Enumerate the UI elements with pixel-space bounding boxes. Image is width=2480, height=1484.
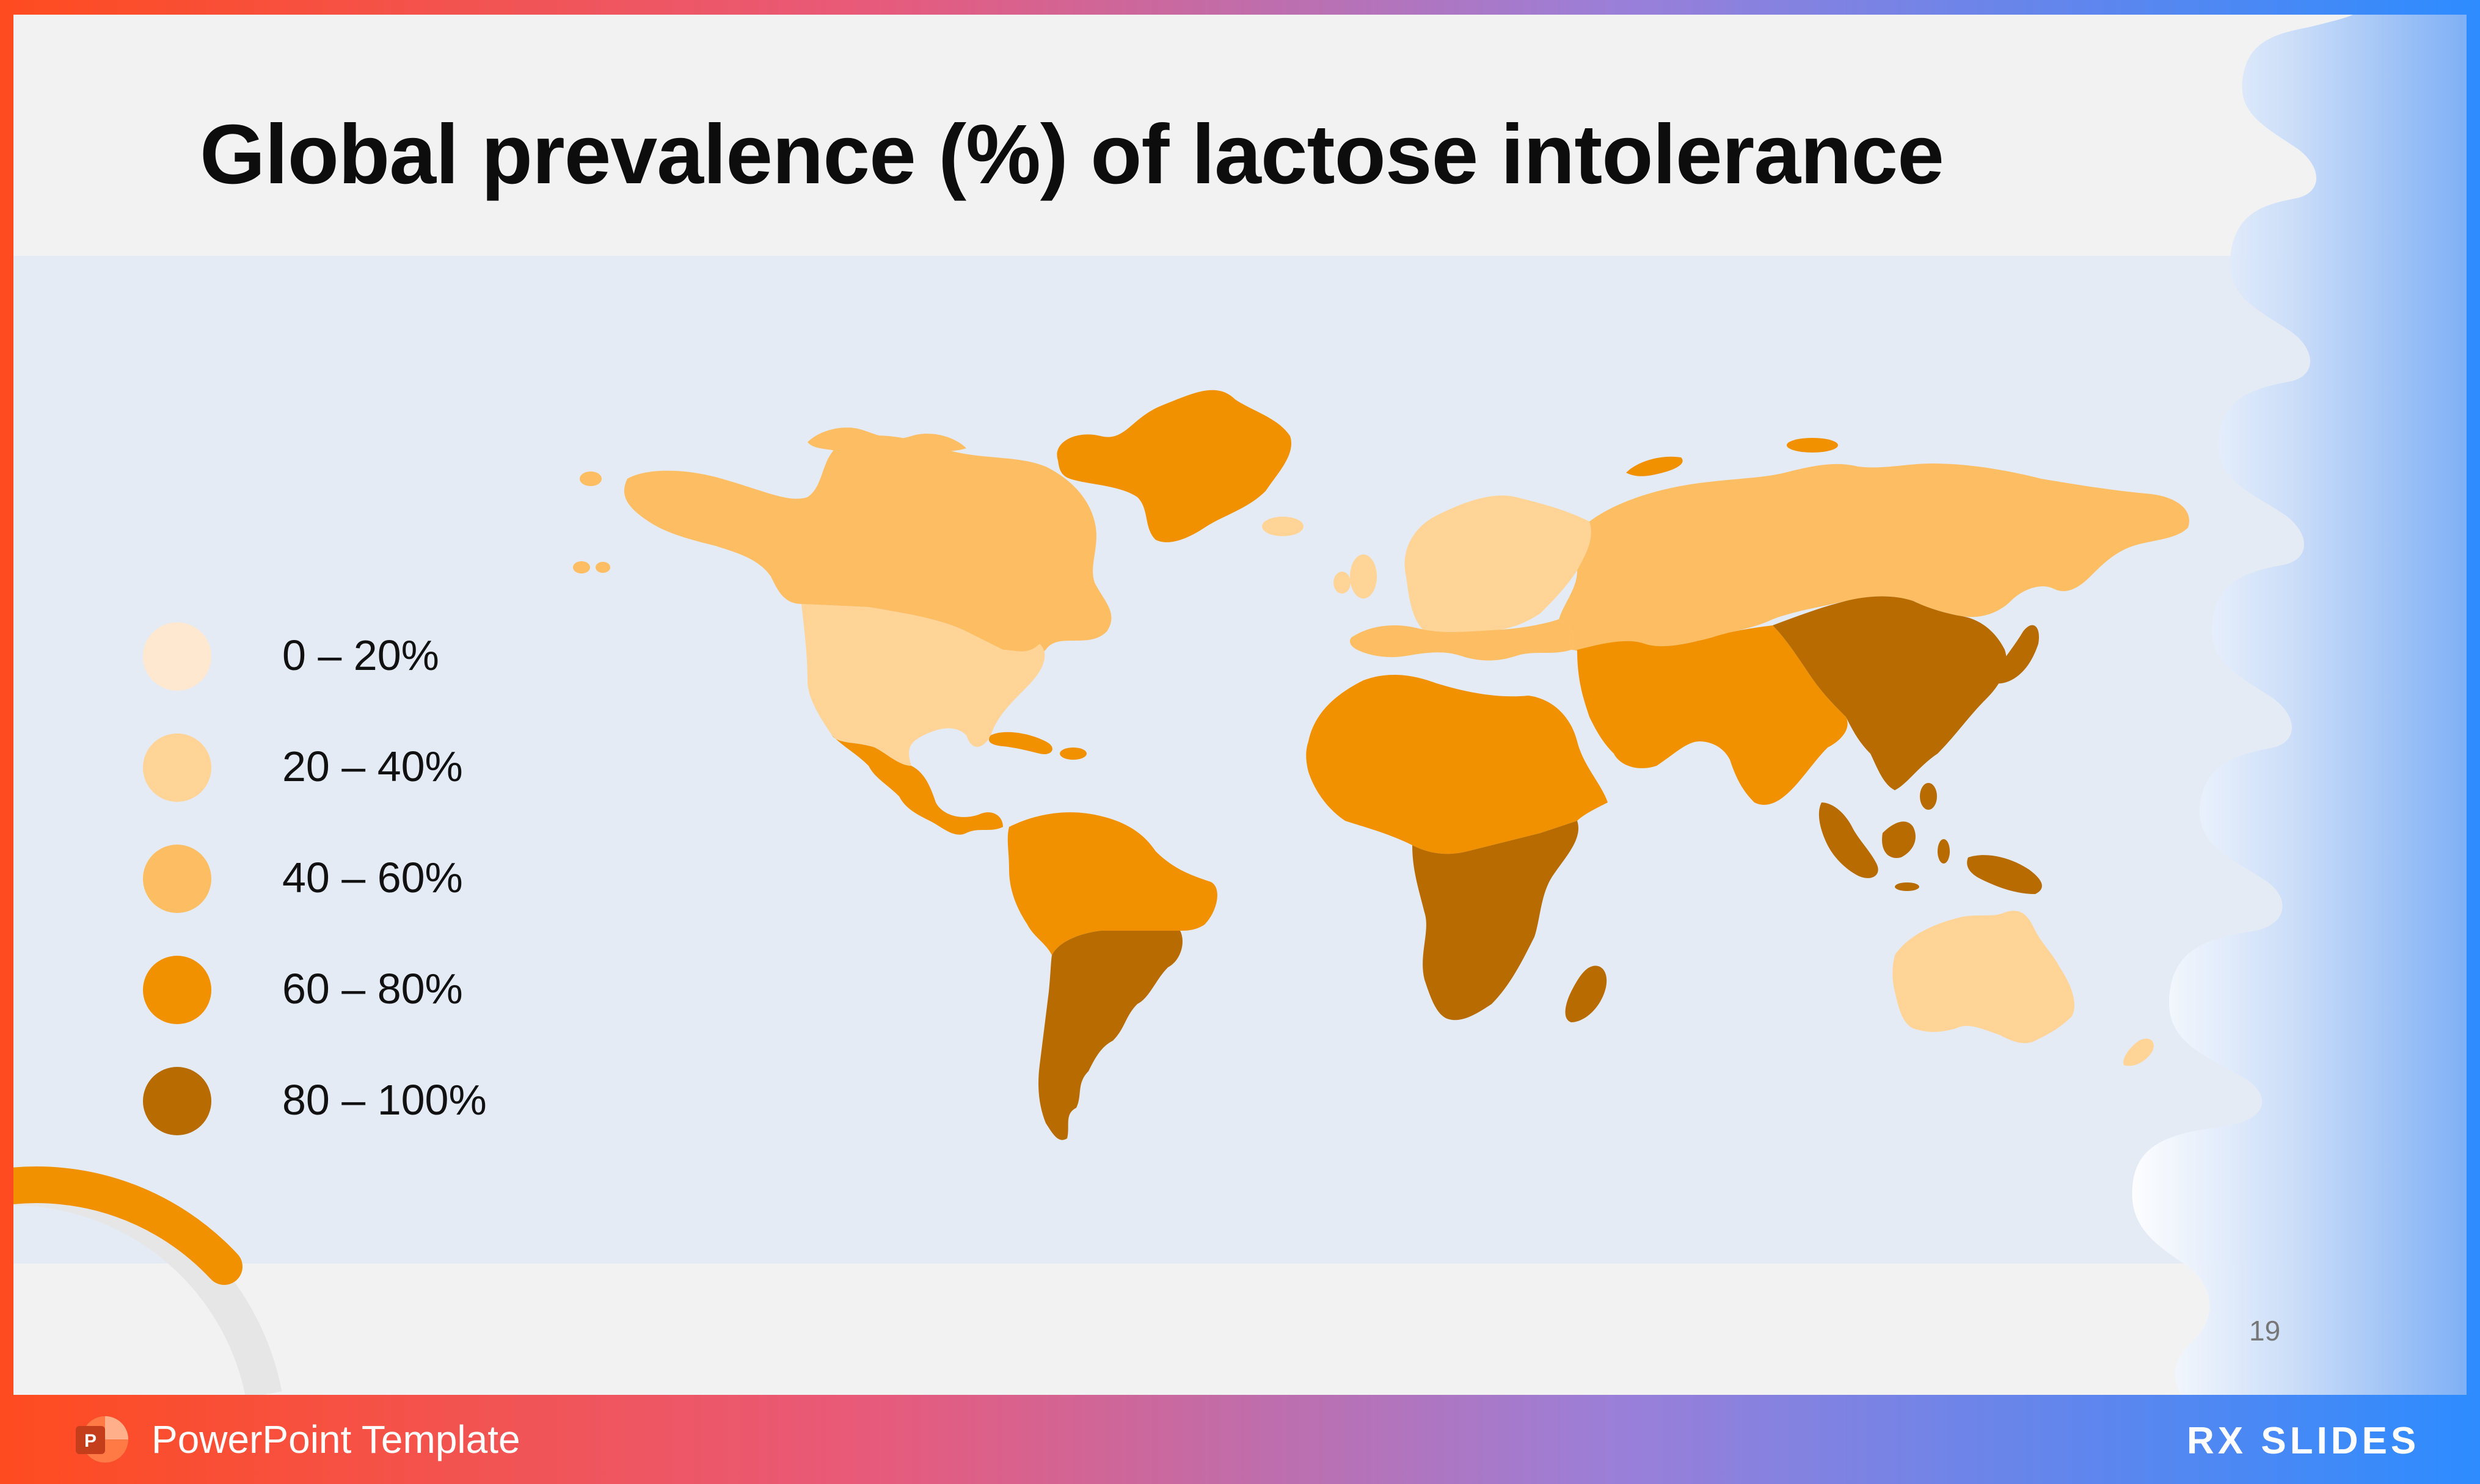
- legend-item: 40 – 60%: [143, 845, 693, 918]
- region-southern-europe: [1350, 619, 1574, 661]
- region-ireland: [1333, 572, 1351, 594]
- legend-label: 0 – 20%: [282, 631, 439, 679]
- footer-label: PowerPoint Template: [151, 1417, 520, 1461]
- footer-bar: P PowerPoint Template RX SLIDES: [0, 1395, 2480, 1484]
- region-japan: [1991, 625, 2039, 684]
- region-new-guinea: [1967, 855, 2042, 894]
- region-southeast-asia: [1818, 802, 1878, 878]
- region-russia: [1559, 464, 2189, 656]
- region-middle-east-south-asia: [1577, 625, 1848, 805]
- slide: Global prevalence (%) of lactose intoler…: [13, 15, 2467, 1395]
- region-africa-north: [1306, 674, 1608, 854]
- region-borneo: [1882, 821, 1916, 858]
- region-africa-south: [1412, 821, 1578, 1020]
- brand-logo-text: RX SLIDES: [2187, 1420, 2420, 1462]
- legend-item: 20 – 40%: [143, 733, 693, 807]
- region-greenland: [1057, 390, 1291, 542]
- powerpoint-icon: P: [76, 1416, 128, 1463]
- region-philippines: [1920, 783, 1937, 810]
- legend-swatch: [143, 622, 211, 691]
- region-iceland: [1262, 517, 1304, 536]
- drip-decoration: [2132, 15, 2467, 1395]
- region-canada-alaska: [624, 435, 1112, 655]
- region-south-america-south: [1038, 931, 1183, 1140]
- legend-swatch: [143, 733, 211, 802]
- legend-item: 80 – 100%: [143, 1067, 693, 1140]
- region-sulawesi: [1938, 839, 1950, 864]
- region-canada-islands: [808, 427, 966, 458]
- arc-decoration: [13, 1166, 282, 1395]
- legend-swatch: [143, 845, 211, 913]
- region-europe-north: [1404, 495, 1591, 635]
- region-uk: [1350, 555, 1377, 598]
- slide-title: Global prevalence (%) of lactose intoler…: [200, 107, 1944, 202]
- legend-label: 80 – 100%: [282, 1076, 487, 1124]
- region-central-america: [832, 735, 1003, 835]
- region-novaya-zemlya: [1626, 456, 1683, 476]
- legend-label: 40 – 60%: [282, 854, 463, 901]
- legend-item: 0 – 20%: [143, 622, 693, 696]
- page-number: 19: [2249, 1315, 2281, 1347]
- legend-label: 60 – 80%: [282, 965, 463, 1013]
- legend-item: 60 – 80%: [143, 956, 693, 1029]
- region-south-america-north: [1007, 812, 1217, 955]
- region-east-asia: [1773, 596, 2007, 790]
- legend-swatch: [143, 956, 211, 1024]
- region-java: [1895, 882, 1919, 891]
- region-caribbean-island: [1060, 747, 1087, 760]
- brand-logo: RX SLIDES: [2187, 1420, 2420, 1462]
- region-arctic-island: [1787, 438, 1838, 453]
- legend-label: 20 – 40%: [282, 743, 463, 790]
- region-caribbean: [988, 732, 1052, 754]
- region-madagascar: [1565, 966, 1607, 1022]
- region-new-zealand: [2123, 1038, 2154, 1066]
- region-usa: [801, 604, 1045, 766]
- region-aleutian-island: [596, 562, 610, 573]
- svg-text:P: P: [84, 1431, 97, 1451]
- region-korea: [1944, 646, 1961, 672]
- region-australia: [1892, 911, 2074, 1044]
- legend-swatch: [143, 1067, 211, 1135]
- region-alaska-island: [580, 471, 602, 486]
- region-aleutian-island: [573, 561, 590, 573]
- world-map: [573, 390, 2189, 1140]
